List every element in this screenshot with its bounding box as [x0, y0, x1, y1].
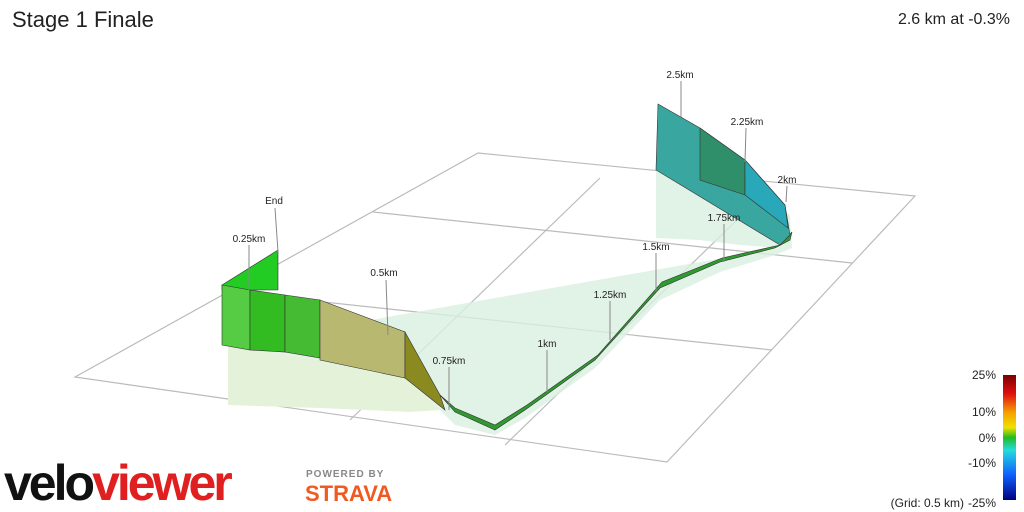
marker-label: 1km [538, 339, 557, 350]
powered-by: POWERED BY [306, 469, 384, 480]
marker-label: 1.25km [594, 290, 627, 301]
legend-tick: 25% [972, 368, 996, 382]
marker-label: 2km [778, 175, 797, 186]
logo-part: velo [4, 455, 94, 511]
shadow [228, 345, 440, 412]
route-ribbon [221, 103, 793, 431]
partner: STRAVA [305, 481, 392, 506]
logo-part: viewer [92, 455, 232, 511]
marker-label: 2.5km [666, 70, 693, 81]
marker-label: 2.25km [731, 117, 764, 128]
legend-tick: -10% [968, 456, 996, 470]
legend-tick: -25% [968, 496, 996, 510]
summary: 2.6 km at -0.3% [898, 11, 1010, 28]
marker-label: 0.5km [370, 268, 397, 279]
marker-label: 1.75km [708, 213, 741, 224]
logo: veloviewer [4, 455, 232, 511]
marker-label: 1.5km [642, 242, 669, 253]
legend-tick: 0% [979, 431, 997, 445]
marker-lines [248, 81, 788, 410]
marker-label: 0.25km [233, 234, 266, 245]
title: Stage 1 Finale [12, 7, 154, 32]
gradient-scale [1003, 375, 1016, 500]
legend-tick: 10% [972, 405, 996, 419]
grid-note: (Grid: 0.5 km) [891, 496, 964, 510]
marker-label: 0.75km [433, 356, 466, 367]
marker-label: End [265, 196, 283, 207]
